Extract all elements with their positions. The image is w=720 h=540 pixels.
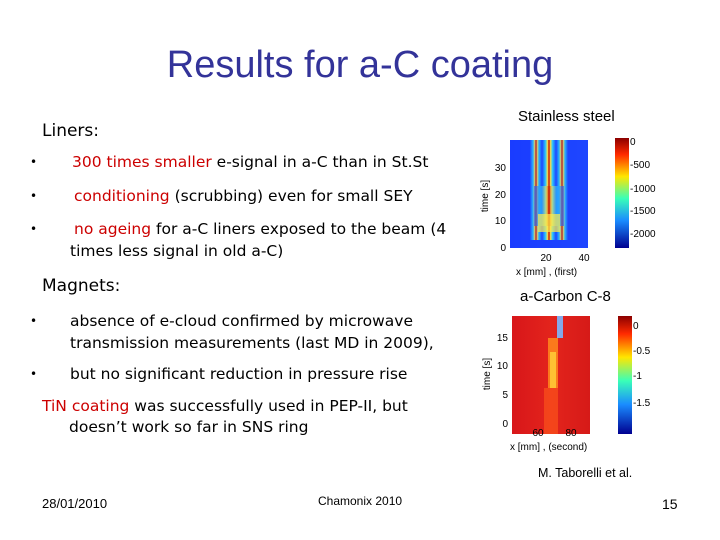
bullet-text: but no significant reduction in pressure… (70, 365, 408, 383)
colorbar-tick: -1500 (630, 206, 656, 217)
tin-paragraph: TiN coating was successfully used in PEP… (42, 396, 408, 438)
tin-text: was successfully used in PEP-II, but (129, 397, 408, 415)
cloud-streak (544, 388, 558, 434)
colorbar-tick: -1.5 (633, 398, 651, 409)
footer-date: 28/01/2010 (42, 496, 108, 511)
liners-heading: Liners: (42, 121, 100, 141)
colorbar-tick: -500 (630, 160, 650, 171)
bullet-text: (scrubbing) even for small SEY (169, 187, 413, 205)
x-axis-label: x [mm] , (second) (510, 442, 587, 453)
y-axis-label: time [s] (480, 180, 491, 212)
bullet-text-line2: transmission measurements (last MD in 20… (70, 334, 434, 352)
tin-text-line2: doesn’t work so far in SNS ring (69, 418, 309, 436)
cloud-streak (557, 316, 563, 338)
bullet-red-text: 300 times smaller (72, 153, 212, 171)
x-tick: 20 (540, 253, 552, 264)
colorbar-tick: 0 (630, 137, 636, 148)
top-plot-label: Stainless steel (518, 108, 615, 125)
x-axis-label: x [mm] , (first) (516, 267, 577, 278)
magnets-heading: Magnets: (42, 276, 121, 296)
colorbar-tick: -2000 (630, 229, 656, 240)
colorbar-tick: -1 (633, 371, 642, 382)
x-tick: 40 (578, 253, 590, 264)
y-tick: 15 (497, 333, 509, 344)
slide-title: Results for a-C coating (166, 44, 554, 86)
a-carbon-heatmap: time [s] 15 10 5 0 60 80 x [mm] , (secon… (482, 316, 651, 453)
bullet-red-text: conditioning (74, 187, 170, 205)
bullet-symbol: • (30, 189, 38, 203)
bullet-text: e-signal in a-C than in St.St (211, 153, 429, 171)
bullet-symbol: • (30, 222, 38, 236)
page-number: 15 (662, 496, 678, 512)
tin-red-text: TiN coating (42, 397, 130, 415)
cloud-streak (550, 352, 556, 388)
bullet-text: absence of e-cloud confirmed by microwav… (70, 312, 414, 330)
y-tick: 20 (495, 190, 507, 201)
y-tick: 0 (502, 419, 508, 430)
colorbar-tick: -0.5 (633, 346, 651, 357)
bullet-symbol: • (30, 314, 38, 328)
bullet-red-text: no ageing (74, 220, 152, 238)
x-tick: 80 (565, 428, 577, 439)
beam-streak (538, 214, 560, 232)
footer-event: Chamonix 2010 (318, 494, 403, 508)
y-axis-label: time [s] (482, 358, 493, 390)
colorbar-tick: 0 (633, 321, 639, 332)
colorbar-tick: -1000 (630, 184, 656, 195)
bottom-plot-label: a-Carbon C-8 (520, 288, 611, 305)
y-tick: 10 (497, 361, 509, 372)
bullet-symbol: • (30, 367, 38, 381)
x-tick: 60 (532, 428, 544, 439)
bullet-text-line2: times less signal in old a-C) (70, 242, 284, 260)
y-tick: 10 (495, 216, 507, 227)
y-tick: 30 (495, 163, 507, 174)
y-tick: 5 (502, 390, 508, 401)
bullet-text: for a-C liners exposed to the beam (4 (151, 220, 447, 238)
stainless-steel-heatmap: time [s] 30 20 10 0 20 40 x [mm] , (firs… (480, 137, 656, 278)
y-tick: 0 (500, 243, 506, 254)
credit-text: M. Taborelli et al. (538, 466, 633, 480)
bullet-symbol: • (30, 155, 38, 169)
